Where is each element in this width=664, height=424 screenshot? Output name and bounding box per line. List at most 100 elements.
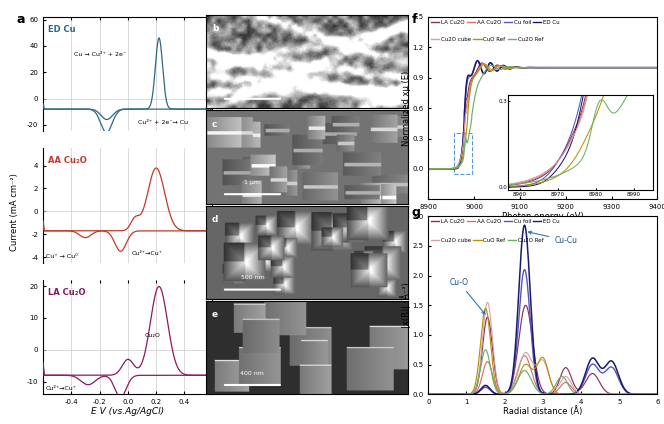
CuO Ref xyxy=(525,65,533,70)
CuO Ref xyxy=(560,392,568,397)
ED Cu xyxy=(525,65,533,70)
Text: AA Cu₂O: AA Cu₂O xyxy=(48,156,87,165)
Cu2O cube xyxy=(608,65,616,70)
Cu foil xyxy=(483,385,491,390)
LA Cu2O xyxy=(522,303,530,308)
Cu2O Ref xyxy=(582,65,590,70)
LA Cu2O xyxy=(560,367,568,372)
Line: Cu2O Ref: Cu2O Ref xyxy=(428,65,657,169)
LA Cu2O xyxy=(477,60,485,65)
AA Cu2O xyxy=(479,61,487,66)
Cu foil xyxy=(560,392,568,397)
Cu foil xyxy=(529,343,537,348)
Cu2O Ref xyxy=(517,65,525,70)
Cu2O cube xyxy=(465,392,473,397)
ED Cu xyxy=(578,382,586,387)
Cu foil xyxy=(578,383,586,388)
AA Cu2O xyxy=(517,65,525,70)
Cu2O cube xyxy=(653,392,661,397)
Cu2O Ref xyxy=(603,65,611,70)
Text: 400 nm: 400 nm xyxy=(240,371,264,376)
Line: Cu foil: Cu foil xyxy=(428,270,657,394)
Text: Cu²⁺ + 2e⁻→ Cu: Cu²⁺ + 2e⁻→ Cu xyxy=(137,120,188,125)
Cu2O cube xyxy=(578,391,586,396)
Text: 500 nm: 500 nm xyxy=(240,275,264,280)
Text: Current (mA cm⁻²): Current (mA cm⁻²) xyxy=(10,173,19,251)
Cu2O Ref xyxy=(525,65,533,70)
Cu2O Ref xyxy=(465,392,473,397)
Cu2O cube xyxy=(424,392,432,397)
Line: ED Cu: ED Cu xyxy=(428,225,657,394)
LA Cu2O xyxy=(597,382,605,388)
AA Cu2O xyxy=(424,392,432,397)
ED Cu xyxy=(483,383,491,388)
ED Cu xyxy=(521,223,529,228)
Text: f: f xyxy=(412,13,417,26)
ED Cu xyxy=(424,166,432,171)
Cu2O Ref xyxy=(653,392,661,397)
Legend: Cu2O cube, CuO Ref, Cu2O Ref: Cu2O cube, CuO Ref, Cu2O Ref xyxy=(431,37,543,42)
Y-axis label: |x(R)| (Å⁻³): |x(R)| (Å⁻³) xyxy=(400,282,411,328)
Cu foil xyxy=(424,166,432,171)
Cu2O Ref xyxy=(424,166,432,171)
LA Cu2O xyxy=(608,65,616,70)
Y-axis label: Normalized xμ (E): Normalized xμ (E) xyxy=(402,70,411,146)
Cu foil xyxy=(597,370,605,375)
Cu foil xyxy=(582,65,590,70)
Line: ED Cu: ED Cu xyxy=(428,61,657,169)
Text: d: d xyxy=(212,215,218,224)
CuO Ref xyxy=(424,166,432,171)
ED Cu xyxy=(424,392,432,397)
Cu2O Ref xyxy=(481,347,489,352)
Cu2O cube xyxy=(529,360,537,365)
Text: a: a xyxy=(17,13,25,26)
Text: ED Cu: ED Cu xyxy=(48,25,76,34)
Cu foil xyxy=(603,65,611,70)
AA Cu2O xyxy=(603,65,611,70)
Cu2O Ref xyxy=(487,63,495,68)
Cu foil xyxy=(521,267,529,272)
Text: LA Cu₂O: LA Cu₂O xyxy=(48,288,86,297)
Cu2O Ref xyxy=(448,166,456,171)
AA Cu2O xyxy=(448,166,456,171)
ED Cu xyxy=(582,65,590,70)
Cu2O Ref xyxy=(608,65,616,70)
ED Cu xyxy=(603,65,611,70)
AA Cu2O xyxy=(424,166,432,171)
ED Cu xyxy=(473,58,481,63)
ED Cu xyxy=(653,65,661,70)
LA Cu2O xyxy=(424,392,432,397)
Cu foil xyxy=(653,392,661,397)
LA Cu2O xyxy=(603,65,611,70)
Legend: Cu2O cube, CuO Ref, Cu2O Ref: Cu2O cube, CuO Ref, Cu2O Ref xyxy=(431,238,543,243)
CuO Ref xyxy=(481,306,489,311)
Cu foil xyxy=(517,65,525,70)
LA Cu2O xyxy=(483,315,491,320)
CuO Ref xyxy=(517,65,525,70)
LA Cu2O xyxy=(525,65,533,70)
Cu foil xyxy=(473,59,481,64)
Line: Cu2O cube: Cu2O cube xyxy=(428,302,657,394)
AA Cu2O xyxy=(608,65,616,70)
CuO Ref xyxy=(448,166,456,171)
CuO Ref xyxy=(653,392,661,397)
AA Cu2O xyxy=(521,353,529,358)
ED Cu xyxy=(465,392,473,397)
Text: Cu²⁺→Cu⁺: Cu²⁺→Cu⁺ xyxy=(46,385,77,391)
Cu2O Ref xyxy=(578,392,586,397)
LA Cu2O xyxy=(529,336,537,341)
LA Cu2O xyxy=(517,65,525,70)
Text: Cu → Cu²⁺ + 2e⁻: Cu → Cu²⁺ + 2e⁻ xyxy=(74,53,126,57)
Cu foil xyxy=(465,392,473,397)
ED Cu xyxy=(560,392,568,397)
LA Cu2O xyxy=(448,166,456,171)
LA Cu2O xyxy=(465,392,473,397)
AA Cu2O xyxy=(529,371,537,377)
CuO Ref xyxy=(465,391,473,396)
CuO Ref xyxy=(578,392,586,397)
Line: Cu2O cube: Cu2O cube xyxy=(428,64,657,169)
Cu2O Ref xyxy=(560,375,568,380)
Line: LA Cu2O: LA Cu2O xyxy=(428,63,657,169)
CuO Ref xyxy=(582,65,590,70)
ED Cu xyxy=(529,325,537,330)
